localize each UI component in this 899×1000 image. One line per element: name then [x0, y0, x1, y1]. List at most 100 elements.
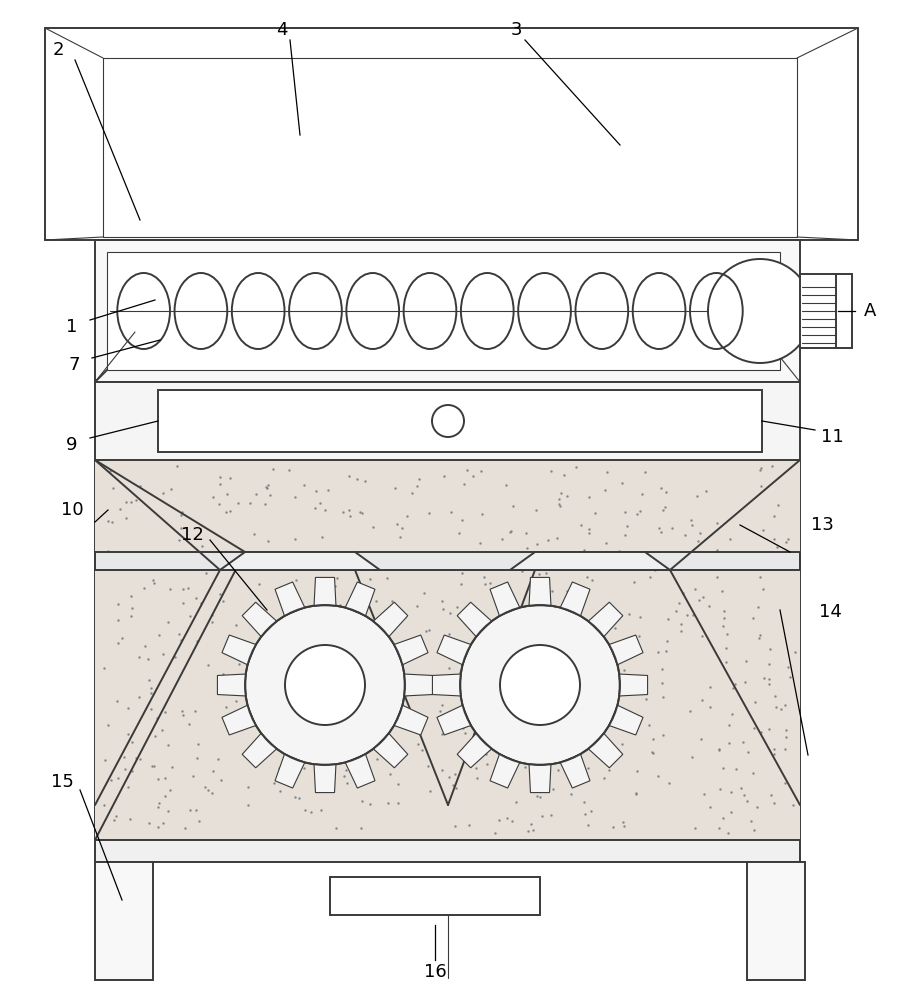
Point: [769, 688, 783, 704]
Point: [467, 557, 482, 573]
Point: [121, 726, 136, 742]
Point: [193, 595, 208, 611]
Point: [783, 669, 797, 685]
Point: [119, 510, 133, 526]
Point: [667, 556, 681, 572]
Point: [345, 665, 360, 681]
Circle shape: [708, 259, 812, 363]
Point: [713, 781, 727, 797]
Point: [292, 790, 307, 806]
Point: [581, 760, 595, 776]
Point: [454, 576, 468, 592]
Point: [294, 546, 308, 562]
Point: [313, 495, 327, 511]
Polygon shape: [458, 733, 492, 768]
Point: [308, 500, 323, 516]
Point: [746, 610, 761, 626]
Point: [265, 732, 280, 748]
Point: [632, 609, 646, 625]
Point: [514, 670, 529, 686]
Point: [141, 651, 156, 667]
Point: [384, 744, 398, 760]
Point: [294, 546, 308, 562]
Point: [716, 760, 730, 776]
Point: [690, 488, 704, 504]
Point: [421, 758, 435, 774]
Point: [756, 670, 770, 686]
Point: [297, 477, 311, 493]
Point: [529, 502, 543, 518]
Point: [642, 717, 656, 733]
Point: [709, 569, 724, 585]
Point: [252, 733, 266, 749]
Point: [195, 538, 209, 554]
Point: [400, 508, 414, 524]
Point: [539, 565, 554, 581]
Point: [788, 644, 802, 660]
Point: [176, 581, 191, 597]
Point: [206, 763, 220, 779]
Point: [468, 760, 483, 776]
Point: [577, 542, 592, 558]
Point: [583, 521, 597, 537]
Polygon shape: [588, 733, 623, 768]
Point: [718, 640, 733, 656]
Point: [615, 736, 629, 752]
Point: [715, 551, 729, 567]
Text: 3: 3: [511, 21, 521, 39]
Point: [550, 762, 565, 778]
Point: [343, 508, 357, 524]
Point: [219, 504, 234, 520]
Point: [723, 531, 737, 547]
Point: [688, 820, 702, 836]
Point: [399, 687, 414, 703]
Point: [111, 635, 126, 651]
Bar: [107, 252, 780, 370]
Point: [343, 508, 357, 524]
Point: [419, 678, 433, 694]
Point: [539, 612, 553, 628]
Point: [132, 649, 147, 665]
Point: [525, 731, 539, 747]
Point: [398, 609, 413, 625]
Point: [121, 726, 136, 742]
Point: [264, 644, 279, 660]
Point: [354, 505, 369, 521]
Point: [521, 823, 535, 839]
Point: [743, 561, 758, 577]
Point: [786, 797, 800, 813]
Point: [459, 462, 474, 478]
Point: [722, 735, 736, 751]
Point: [330, 570, 344, 586]
Point: [224, 637, 238, 653]
Point: [525, 731, 539, 747]
Point: [618, 527, 632, 543]
Point: [191, 633, 205, 649]
Point: [503, 524, 517, 540]
Point: [349, 680, 363, 696]
Point: [539, 565, 554, 581]
Point: [503, 523, 518, 539]
Point: [539, 685, 554, 701]
Point: [518, 627, 532, 643]
Point: [157, 770, 172, 786]
Point: [129, 492, 143, 508]
Point: [508, 667, 522, 683]
Point: [248, 696, 263, 712]
Point: [618, 662, 632, 678]
Point: [268, 715, 282, 731]
Point: [703, 799, 717, 815]
Point: [161, 737, 175, 753]
Point: [654, 480, 668, 496]
Point: [449, 780, 463, 796]
Point: [533, 698, 547, 714]
Point: [111, 596, 125, 612]
Point: [291, 739, 306, 755]
Point: [737, 787, 752, 803]
Point: [441, 769, 456, 785]
Point: [450, 550, 465, 566]
Point: [362, 796, 377, 812]
Point: [151, 819, 165, 835]
Point: [541, 532, 556, 548]
Point: [559, 583, 574, 599]
